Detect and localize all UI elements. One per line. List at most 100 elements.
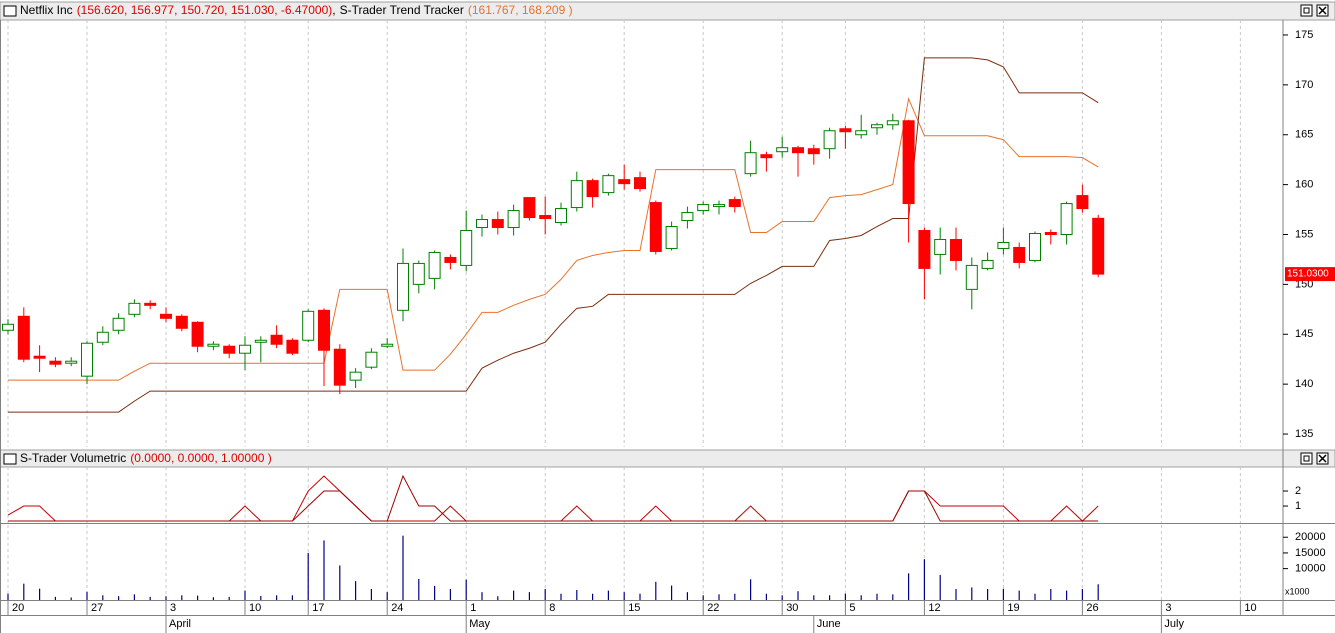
candle-body	[823, 130, 836, 150]
candle-body	[776, 147, 789, 153]
x-tick-label: 5	[849, 602, 855, 614]
candle-body	[744, 152, 757, 175]
separator: ,	[332, 3, 335, 17]
candle-body	[523, 197, 536, 219]
candle-body	[728, 199, 741, 208]
y-tick-label: 2	[1295, 485, 1301, 497]
candle-body	[634, 177, 646, 190]
candle-body	[81, 342, 93, 377]
x-tick-label: 3	[1165, 602, 1171, 614]
candle-body	[2, 323, 14, 331]
x-tick-label: 15	[628, 602, 640, 614]
candle-body	[444, 256, 457, 263]
x-tick-label: 26	[1086, 602, 1098, 614]
panel-title: Netflix Inc (156.620, 156.977, 150.720, 1…	[20, 3, 573, 17]
panel-title: S-Trader Volumetric (0.0000, 0.0000, 1.00…	[20, 451, 272, 465]
candle-body	[855, 130, 868, 136]
candle-body	[365, 351, 378, 368]
candle-body	[792, 147, 804, 154]
overlay-name: S-Trader Trend Tracker	[340, 3, 464, 17]
x-tick-label: 10	[249, 602, 261, 614]
x-tick-label: 12	[928, 602, 940, 614]
candle-body	[965, 264, 978, 290]
candle-body	[428, 251, 441, 279]
panel-header	[0, 449, 1335, 468]
candle-body	[1044, 232, 1057, 235]
title-values: (156.620, 156.977, 150.720, 151.030, -6.…	[77, 3, 333, 17]
y-tick-label: 20000	[1295, 531, 1326, 543]
trend-line	[8, 97, 1099, 381]
candle-body	[886, 120, 899, 126]
window-buttons	[1300, 4, 1329, 465]
y-tick-label: 160	[1295, 179, 1313, 191]
y-tick-label: 170	[1295, 79, 1313, 91]
x-tick-label: 8	[549, 602, 555, 614]
x-tick-label: 10	[1244, 602, 1256, 614]
last-price-label: 151.0300	[1287, 269, 1329, 280]
overlay-values: (161.767, 168.209 )	[468, 3, 573, 17]
panel-header	[0, 1, 1335, 21]
month-label: July	[1164, 618, 1184, 630]
icon	[1303, 7, 1310, 14]
unit-label: x1000	[1285, 586, 1310, 596]
maximize-button[interactable]	[1300, 452, 1313, 465]
candle-body	[160, 313, 172, 319]
y-tick-label: 165	[1295, 129, 1313, 141]
candle-body	[602, 175, 615, 194]
candle-body	[760, 154, 773, 159]
x-tick-label: 27	[91, 602, 103, 614]
x-tick-label: 17	[312, 602, 324, 614]
y-tick-label: 15000	[1295, 547, 1326, 559]
candle-body	[997, 241, 1010, 249]
y-tick-label: 135	[1295, 428, 1313, 440]
maximize-button[interactable]	[1300, 4, 1313, 17]
candle-body	[681, 212, 694, 222]
candle-body	[318, 309, 330, 351]
x-tick-label: 3	[170, 602, 176, 614]
candle-body	[460, 230, 473, 266]
candle-body	[649, 202, 662, 252]
candle-body	[1076, 195, 1089, 210]
candle-body	[665, 226, 678, 249]
y-tick-label: 1	[1295, 500, 1301, 512]
candle-body	[65, 360, 78, 364]
indicator-line	[8, 474, 1099, 522]
candle-body	[1092, 217, 1105, 275]
candle-body	[96, 331, 109, 343]
candle-body	[618, 179, 631, 185]
candle-body	[144, 302, 157, 306]
month-label: April	[169, 618, 191, 630]
title-values: (0.0000, 0.0000, 1.00000 )	[130, 451, 271, 465]
icon	[1303, 455, 1310, 462]
y-tick-label: 150	[1295, 278, 1313, 290]
y-tick-label: 175	[1295, 29, 1313, 41]
candle-body	[286, 339, 299, 354]
candle-body	[1013, 246, 1026, 263]
panel-icon[interactable]	[3, 453, 17, 465]
candle-body	[586, 180, 599, 198]
candle-body	[713, 204, 725, 208]
panel-icon[interactable]	[3, 5, 17, 17]
trend-line	[8, 57, 1099, 413]
candle-body	[254, 339, 267, 343]
candle-body	[918, 230, 931, 269]
candle-body	[333, 348, 346, 386]
x-tick-label: 1	[470, 602, 476, 614]
candle-body	[349, 371, 362, 381]
candle-body	[539, 215, 552, 220]
candle-body	[270, 334, 283, 345]
title: Netflix Inc	[20, 3, 73, 17]
month-label: June	[817, 618, 841, 630]
candle-body	[902, 120, 915, 205]
candle-body	[302, 310, 315, 341]
candle-body	[49, 360, 62, 365]
y-tick-label: 145	[1295, 328, 1313, 340]
y-tick-label: 155	[1295, 228, 1313, 240]
candle-body	[17, 315, 30, 360]
candle-body	[981, 259, 994, 269]
candle-body	[950, 238, 962, 261]
x-tick-label: 22	[707, 602, 719, 614]
candle-body	[175, 315, 188, 329]
